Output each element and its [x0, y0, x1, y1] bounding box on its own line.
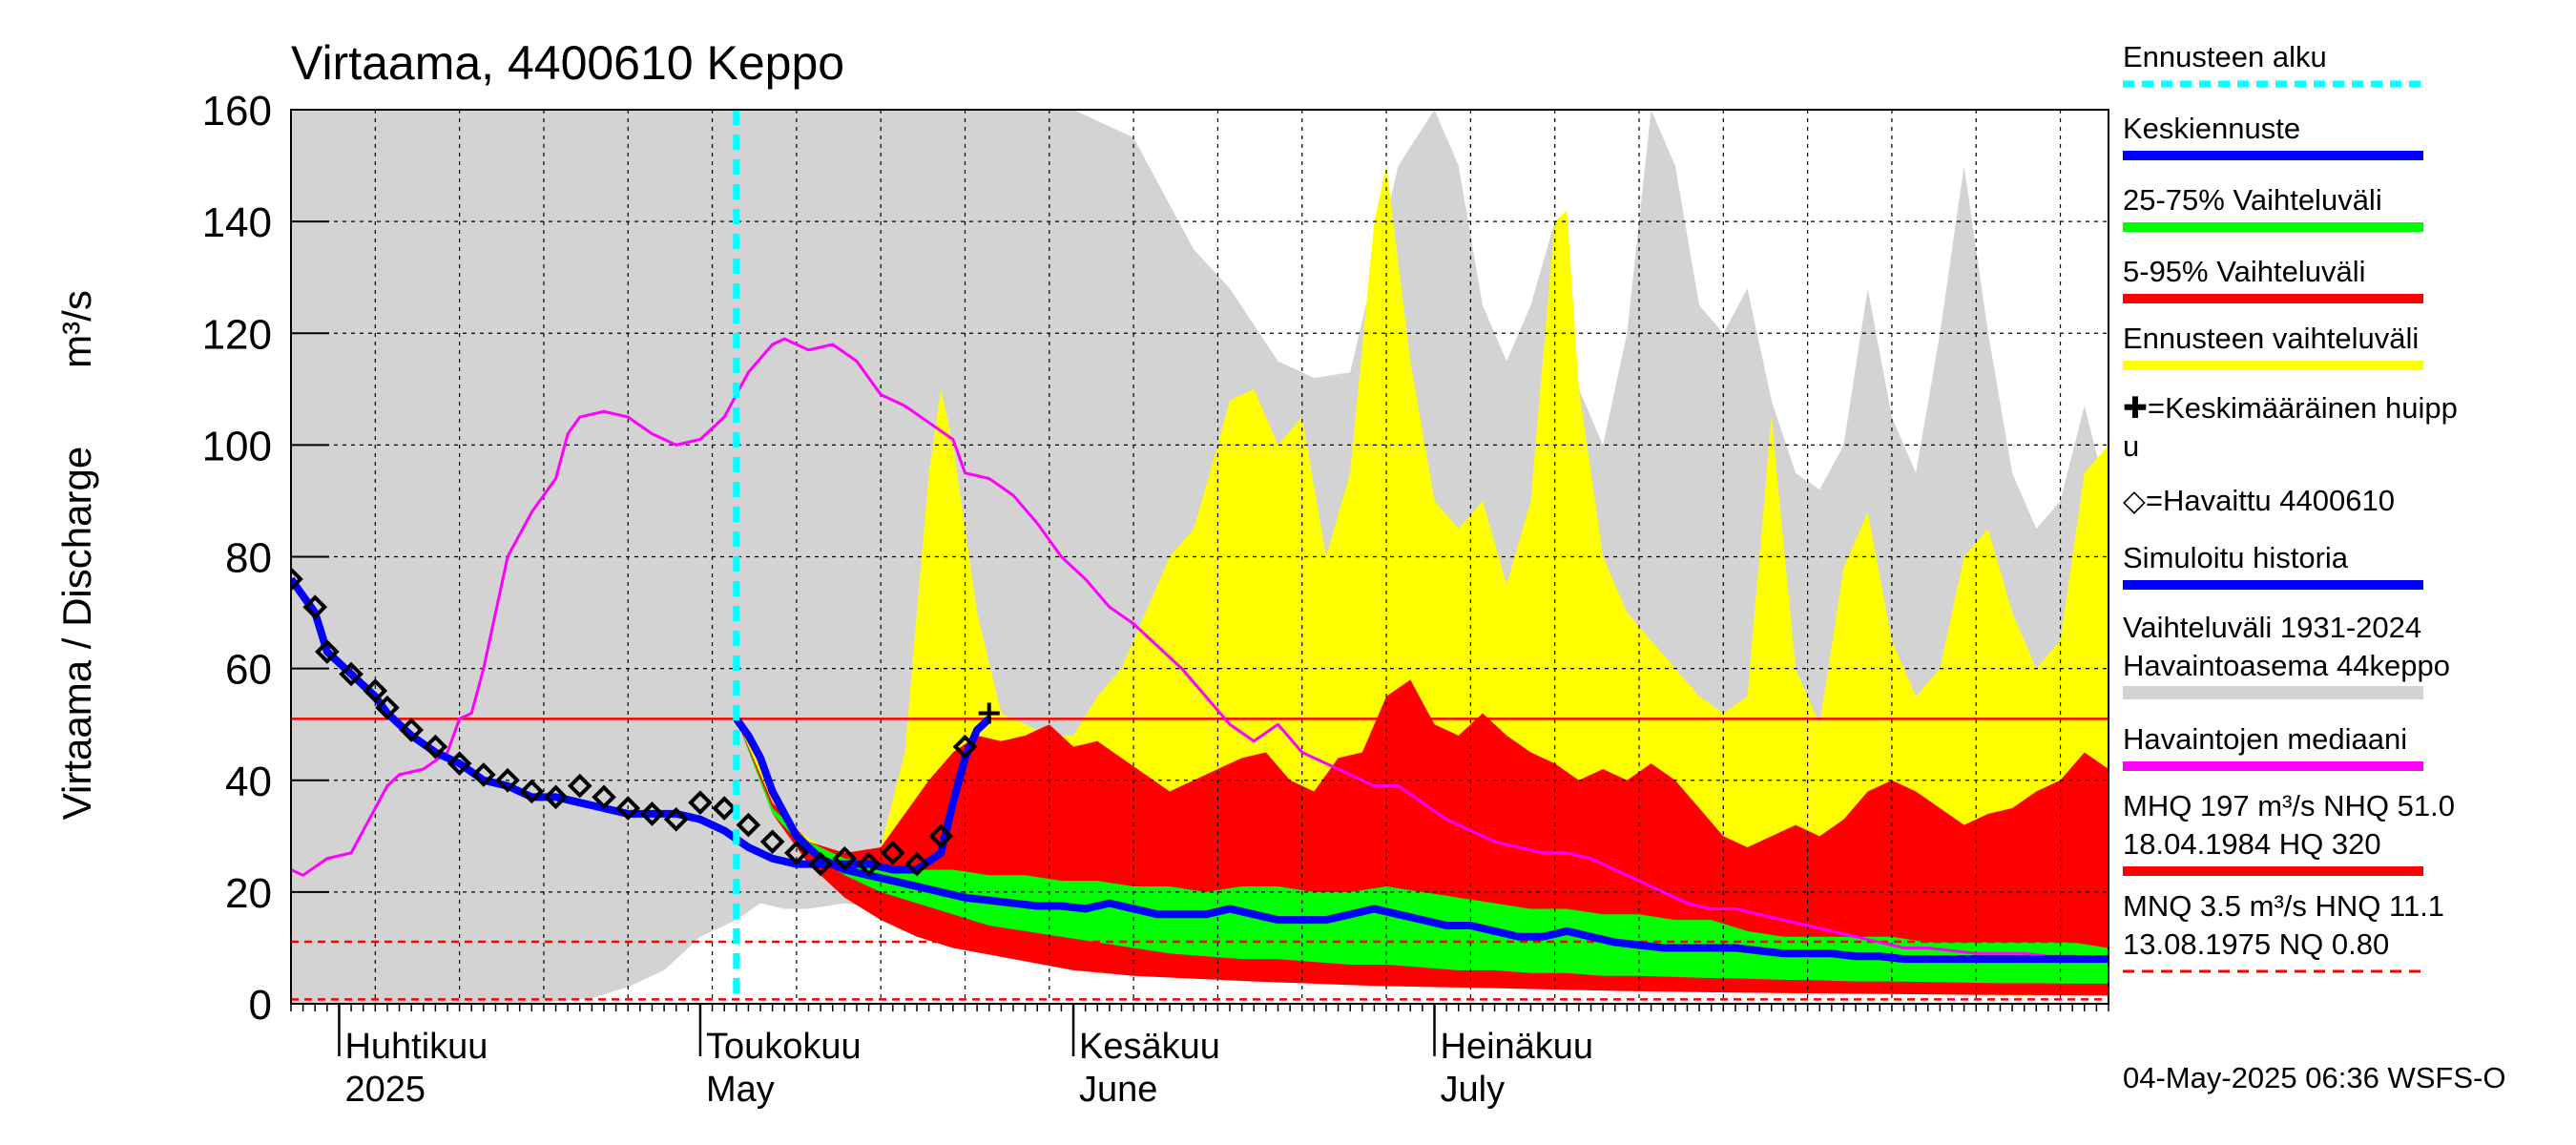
observed-point	[784, 841, 809, 865]
observed-point	[663, 806, 689, 832]
y-tick-label: 160	[202, 88, 272, 135]
legend-label: MHQ 197 m³/s NHQ 51.0	[2123, 789, 2455, 822]
observed-point	[615, 796, 641, 821]
y-axis-unit: m³/s	[54, 290, 99, 368]
legend-label: u	[2123, 429, 2139, 463]
x-month-label-secondary: June	[1079, 1070, 1157, 1110]
x-month-label-secondary: May	[706, 1070, 775, 1110]
observed-point	[759, 829, 785, 854]
x-month-label-secondary: 2025	[344, 1070, 426, 1110]
observed-point	[375, 695, 400, 720]
observed-point	[808, 851, 833, 877]
y-tick-label: 120	[202, 311, 272, 358]
observed-point	[423, 734, 448, 760]
p25-75-band	[736, 718, 2109, 984]
observed-point	[592, 784, 616, 810]
y-tick-label: 0	[249, 982, 272, 1029]
x-month-label: Toukokuu	[706, 1027, 862, 1067]
observed-point	[688, 790, 713, 816]
plot-area	[291, 110, 2109, 1004]
observed-point	[880, 841, 905, 865]
observed-point	[712, 796, 737, 821]
y-tick-label: 60	[225, 647, 272, 694]
observed-point	[519, 779, 545, 804]
grid	[291, 110, 2109, 1004]
legend: Ennusteen alku Keskiennuste 25-75% Vaihtel…	[2123, 40, 2458, 973]
legend-label: 5-95% Vaihteluväli	[2123, 255, 2365, 288]
legend-label: Ennusteen alku	[2123, 40, 2327, 73]
legend-label: Ennusteen vaihteluväli	[2123, 322, 2419, 355]
observed-point	[315, 639, 340, 664]
observed-point	[639, 802, 665, 826]
observed-point	[856, 851, 882, 877]
x-month-label: Kesäkuu	[1079, 1027, 1220, 1067]
legend-label: Keskiennuste	[2123, 112, 2300, 145]
axes: 0 20 40 60 80 100 120 140 160 Virtaama / Discharg…	[54, 88, 2109, 1110]
y-tick-label: 20	[225, 870, 272, 917]
observed-point	[291, 567, 303, 592]
mean-forecast-line	[733, 716, 2109, 964]
y-axis-label: Virtaama / Discharge	[54, 447, 99, 820]
x-month-label: Heinäkuu	[1441, 1027, 1594, 1067]
legend-label: Vaihteluväli 1931-2024	[2123, 611, 2421, 644]
chart-title: Virtaama, 4400610 Keppo	[291, 36, 844, 90]
observed-point	[447, 751, 472, 777]
observed-point	[399, 718, 424, 742]
observed-point	[302, 594, 328, 620]
legend-label: ◇=Havaittu 4400610	[2123, 484, 2395, 517]
observed-point	[567, 773, 592, 799]
legend-label: ✚=Keskimääräinen huipp	[2123, 391, 2458, 425]
footer-timestamp: 04-May-2025 06:36 WSFS-O	[2123, 1061, 2505, 1094]
y-tick-label: 40	[225, 759, 272, 805]
legend-label: Havaintojen mediaani	[2123, 722, 2407, 756]
y-tick-label: 80	[225, 535, 272, 582]
observed-point	[495, 767, 520, 793]
observed-point	[363, 678, 388, 703]
observed-point	[928, 823, 954, 849]
simulated-history-line	[291, 576, 992, 874]
observed-point	[471, 762, 496, 787]
observed-point	[904, 851, 929, 877]
observed-point	[736, 812, 761, 838]
observed-point	[543, 784, 569, 810]
legend-label: 18.04.1984 HQ 320	[2123, 827, 2381, 861]
observed-point	[339, 661, 364, 687]
observed-point	[952, 734, 978, 760]
legend-label: MNQ 3.5 m³/s HNQ 11.1	[2123, 889, 2444, 923]
legend-label: Havaintoasema 44keppo	[2123, 649, 2450, 682]
x-month-label: Huhtikuu	[344, 1027, 488, 1067]
x-month-label-secondary: July	[1441, 1070, 1506, 1110]
observed-point	[832, 845, 858, 871]
y-tick-label: 140	[202, 199, 272, 246]
y-tick-label: 100	[202, 423, 272, 469]
legend-label: 13.08.1975 NQ 0.80	[2123, 927, 2389, 961]
plot-inner	[291, 110, 2109, 1004]
legend-label: 25-75% Vaihteluväli	[2123, 183, 2382, 217]
legend-label: Simuloitu historia	[2123, 541, 2349, 574]
